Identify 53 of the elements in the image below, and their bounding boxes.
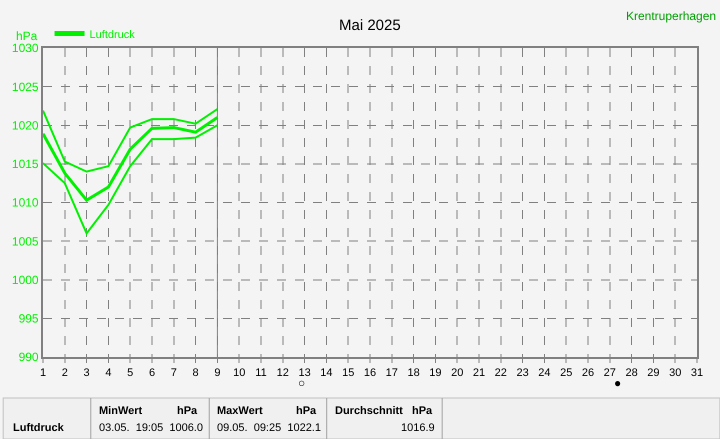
x-tick-label: 29	[647, 367, 660, 380]
x-tick-label: 19	[429, 367, 442, 380]
x-tick-label: 16	[364, 367, 376, 380]
text: 09.05. 09:25 1022.1	[217, 422, 321, 434]
text: 1016.9	[401, 422, 435, 434]
x-tick-label: 23	[516, 367, 529, 380]
x-tick-label: 25	[560, 367, 572, 380]
x-tick-label: 31	[690, 367, 704, 380]
x-tick-label: 30	[669, 367, 682, 380]
x-tick-label: 22	[494, 367, 507, 380]
x-tick-label: 5	[127, 367, 134, 380]
x-tick-label: 15	[342, 367, 354, 380]
text: Luftdruck	[13, 422, 65, 434]
x-tick-label: 6	[148, 367, 156, 380]
y-tick-label: 1025	[12, 80, 39, 94]
text: MaxWert	[217, 405, 263, 417]
text: hPa	[177, 405, 198, 417]
text: MinWert	[99, 405, 143, 417]
y-tick-label: 995	[18, 312, 39, 326]
x-tick-label: 18	[407, 367, 420, 380]
x-tick-label: 17	[386, 367, 398, 380]
x-tick-label: 4	[105, 367, 112, 380]
text: Durchschnitt hPa	[335, 405, 434, 417]
x-tick-label: 7	[170, 367, 177, 380]
y-axis-title: hPa	[16, 29, 38, 43]
y-tick-label: 1020	[12, 118, 39, 132]
x-tick-label: 21	[472, 367, 486, 380]
y-tick-label: 1030	[12, 41, 39, 56]
x-tick-label: 12	[276, 367, 289, 380]
x-tick-label: 26	[582, 367, 594, 380]
x-tick-label: 27	[604, 367, 616, 380]
x-tick-label: 20	[451, 367, 464, 380]
y-tick-label: 1000	[12, 272, 39, 287]
x-tick-label: 3	[84, 367, 90, 380]
text: 03.05. 19:05 1006.0	[99, 422, 203, 434]
y-tick-label: 1005	[12, 234, 39, 248]
y-tick-label: 990	[18, 350, 39, 364]
x-tick-label: 10	[233, 367, 246, 380]
text: ●	[614, 376, 622, 390]
text: hPa	[296, 405, 318, 417]
x-tick-label: 1	[40, 367, 46, 380]
text: Krentruperhagen	[626, 9, 716, 23]
legend-label: Luftdruck	[90, 28, 136, 41]
y-tick-label: 1010	[12, 196, 39, 210]
chart-title: Mai 2025	[339, 17, 401, 34]
x-tick-label: 24	[538, 367, 551, 380]
x-tick-label: 28	[625, 367, 638, 380]
x-tick-label: 11	[255, 367, 267, 380]
x-tick-label: 9	[214, 367, 220, 380]
x-tick-label: 14	[320, 367, 333, 380]
x-tick-label: 2	[62, 367, 68, 380]
x-tick-label: 8	[192, 367, 199, 380]
y-tick-label: 1015	[12, 157, 39, 172]
